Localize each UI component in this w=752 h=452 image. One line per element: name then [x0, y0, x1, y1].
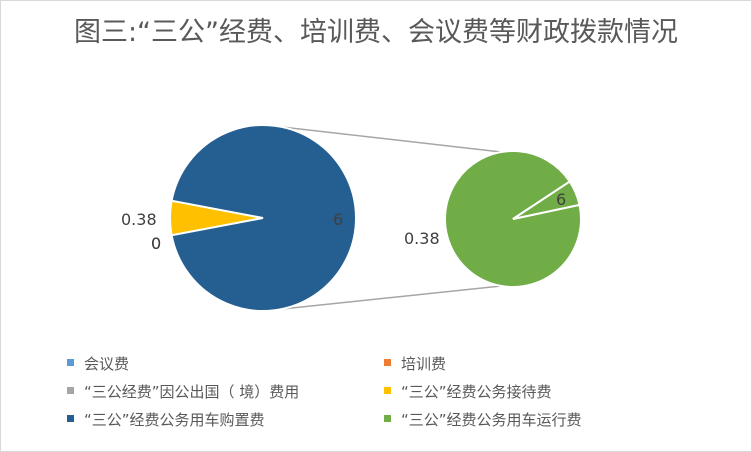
legend-label-2: “三公经费”因公出国（ 境）费用 [84, 383, 300, 401]
secondary-pie-label-0: 6 [556, 190, 566, 209]
legend-label-3: “三公”经费公务接待费 [401, 383, 552, 401]
main-pie-label-3: 6 [333, 210, 343, 229]
secondary-pie-slice-1 [512, 180, 581, 220]
main-pie-slice-3 [170, 124, 357, 312]
legend-label-4: “三公”经费公务用车购置费 [84, 411, 265, 429]
chart-title: 图三:“三公”经费、培训费、会议费等财政拨款情况 [73, 17, 679, 48]
main-pie-label-1: 0 [151, 234, 161, 253]
secondary-pie-label-1: 0.38 [404, 229, 440, 248]
legend-label-5: “三公”经费公务用车运行费 [401, 411, 582, 429]
legend-item-5: “三公”经费公务用车运行费 [384, 409, 582, 431]
legend-item-4: “三公”经费公务用车购置费 [67, 409, 265, 431]
legend-swatch-5 [384, 415, 391, 422]
legend-label-0: 会议费 [84, 355, 130, 373]
legend-swatch-2 [67, 387, 74, 394]
legend-label-1: 培训费 [401, 355, 447, 373]
connector-line-bottom [282, 285, 502, 310]
legend-item-3: “三公”经费公务接待费 [384, 381, 552, 403]
legend-swatch-4 [67, 415, 74, 422]
legend-swatch-1 [384, 359, 391, 366]
main-pie-label-0: 0.38 [121, 210, 157, 229]
legend-item-0: 会议费 [67, 353, 129, 375]
connector-line-top [282, 126, 502, 153]
main-pie-label-2: 0 [151, 234, 161, 253]
legend-swatch-3 [384, 387, 391, 394]
legend-item-1: 培训费 [384, 353, 446, 375]
legend-item-2: “三公经费”因公出国（ 境）费用 [67, 381, 299, 403]
legend-swatch-0 [67, 359, 74, 366]
